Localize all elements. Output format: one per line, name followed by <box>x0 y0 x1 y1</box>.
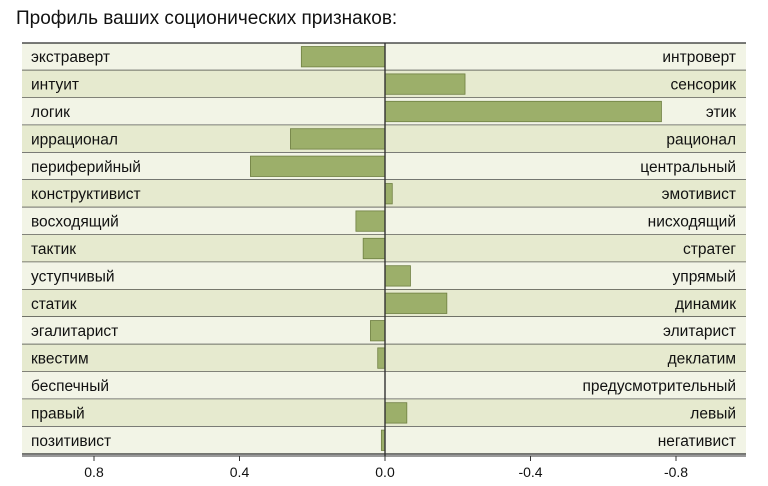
row-label-left: иррационал <box>31 131 118 148</box>
row-label-left: восходящий <box>31 214 119 231</box>
bar <box>370 320 386 342</box>
bar <box>384 265 411 287</box>
row-label-right: упрямый <box>673 268 736 285</box>
bar <box>250 155 386 177</box>
row-label-right: эмотивист <box>662 186 736 203</box>
row-label-right: центральный <box>640 159 736 176</box>
bar <box>384 402 408 424</box>
bar <box>377 347 386 369</box>
row-label-left: эгалитарист <box>31 323 118 340</box>
row-label-left: логик <box>31 104 70 121</box>
chart-bars <box>250 46 662 451</box>
row-band <box>22 289 746 317</box>
row-label-left: экстраверт <box>31 49 110 66</box>
row-band <box>22 371 746 400</box>
bar <box>300 46 386 68</box>
chart-axis: 0.8 0.4 0.0 -0.4 -0.8 <box>22 43 746 480</box>
row-label-right: этик <box>706 104 736 121</box>
row-label-right: стратег <box>683 241 736 258</box>
row-label-left: квестим <box>31 351 89 368</box>
row-label-left: интуит <box>31 77 79 94</box>
row-label-right: левый <box>690 405 736 422</box>
row-label-right: деклатим <box>668 351 736 368</box>
row-band <box>22 70 746 98</box>
bar <box>355 210 386 232</box>
row-label-right: элитарист <box>663 323 736 340</box>
row-label-right: интроверт <box>662 49 736 66</box>
bar <box>362 237 386 260</box>
bar <box>384 292 448 314</box>
x-tick-label: -0.4 <box>518 464 542 480</box>
x-tick-label: 0.8 <box>84 464 104 480</box>
bar <box>384 100 662 123</box>
row-label-left: периферийный <box>31 159 141 176</box>
row-band <box>22 399 746 427</box>
row-label-left: тактик <box>31 241 76 258</box>
row-label-right: нисходящий <box>648 214 736 231</box>
row-label-right: сенсорик <box>670 77 736 94</box>
row-label-right: предусмотрительный <box>583 378 737 395</box>
x-tick-label: 0.0 <box>375 464 395 480</box>
row-label-right: рационал <box>666 131 736 148</box>
row-label-right: динамик <box>675 296 736 313</box>
row-label-left: беспечный <box>31 378 109 395</box>
row-label-right: негативист <box>658 433 736 450</box>
row-label-left: уступчивый <box>31 268 115 285</box>
row-label-left: конструктивист <box>31 186 141 203</box>
bar <box>290 128 386 150</box>
bar <box>384 183 393 205</box>
row-label-left: правый <box>31 405 85 422</box>
x-tick-label: 0.4 <box>230 464 250 480</box>
row-label-left: статик <box>31 296 77 313</box>
x-tick-label: -0.8 <box>664 464 688 480</box>
row-label-left: позитивист <box>31 433 111 450</box>
row-band <box>22 180 746 208</box>
row-band <box>22 262 746 290</box>
chart-title: Профиль ваших соционических признаков: <box>16 8 398 29</box>
bar <box>384 73 466 95</box>
